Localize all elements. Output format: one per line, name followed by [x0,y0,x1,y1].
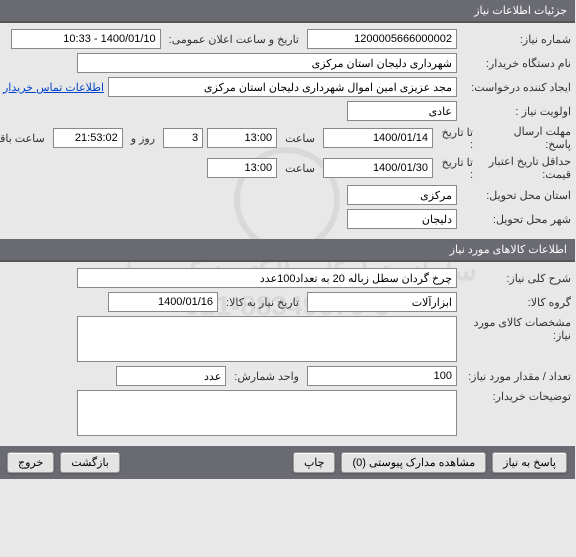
creator-field[interactable] [109,77,458,97]
to-date-label-1: تا تاریخ : [438,126,478,151]
announce-datetime-field[interactable] [12,29,162,49]
buyer-label: نام دستگاه خریدار: [462,57,572,70]
need-details-header: جزئیات اطلاعات نیاز [0,0,576,23]
unit-field[interactable] [117,366,227,386]
need-desc-label: شرح کلی نیاز: [462,272,572,285]
delivery-province-field[interactable] [348,185,458,205]
delivery-city-label: شهر محل تحویل: [462,213,572,226]
announce-datetime-label: تاریخ و ساعت اعلان عمومی: [166,33,304,46]
validity-time-field[interactable] [208,158,278,178]
exit-button[interactable]: خروج [8,452,55,473]
qty-label: تعداد / مقدار مورد نیاز: [462,370,572,383]
reply-time-field[interactable] [208,128,278,148]
time-label-2: ساعت [282,162,320,175]
goods-spec-label: مشخصات کالای مورد نیاز: [462,316,572,342]
goods-info-header: اطلاعات کالاهای مورد نیاز [0,239,576,262]
back-button[interactable]: بازگشت [61,452,121,473]
buyer-notes-field[interactable] [78,390,458,436]
min-validity-label: حداقل تاریخ اعتبار قیمت: [482,155,572,181]
need-number-field[interactable] [308,29,458,49]
to-date-label-2: تا تاریخ : [438,156,478,181]
priority-label: اولویت نیاز : [462,105,572,118]
goods-group-field[interactable] [308,292,458,312]
buyer-contact-link[interactable]: اطلاعات تماس خریدار [4,81,105,94]
time-label-1: ساعت [282,132,320,145]
goods-spec-field[interactable] [78,316,458,362]
days-and-label: روز و [128,132,160,145]
delivery-province-label: استان محل تحویل: [462,189,572,202]
footer-bar: پاسخ به نیاز مشاهده مدارک پیوستی (0) چاپ… [0,446,576,479]
print-button[interactable]: چاپ [294,452,337,473]
attachments-button[interactable]: مشاهده مدارک پیوستی (0) [342,452,487,473]
reply-date-field[interactable] [324,128,434,148]
reply-button[interactable]: پاسخ به نیاز [493,452,568,473]
creator-label: ایجاد کننده درخواست: [462,81,572,94]
remain-days-field[interactable] [164,128,204,148]
need-number-label: شماره نیاز: [462,33,572,46]
remain-suffix-label: ساعت باقی مانده [0,132,50,145]
need-desc-field[interactable] [78,268,458,288]
goods-group-label: گروه کالا: [462,296,572,309]
need-date-label: تاریخ نیاز به کالا: [223,296,304,309]
validity-date-field[interactable] [324,158,434,178]
need-date-field[interactable] [109,292,219,312]
qty-field[interactable] [308,366,458,386]
buyer-field[interactable] [78,53,458,73]
priority-field[interactable] [348,101,458,121]
reply-deadline-label: مهلت ارسال پاسخ: [482,125,572,151]
buyer-notes-label: توضیحات خریدار: [462,390,572,403]
unit-label: واحد شمارش: [231,370,304,383]
remain-time-field[interactable] [54,128,124,148]
delivery-city-field[interactable] [348,209,458,229]
